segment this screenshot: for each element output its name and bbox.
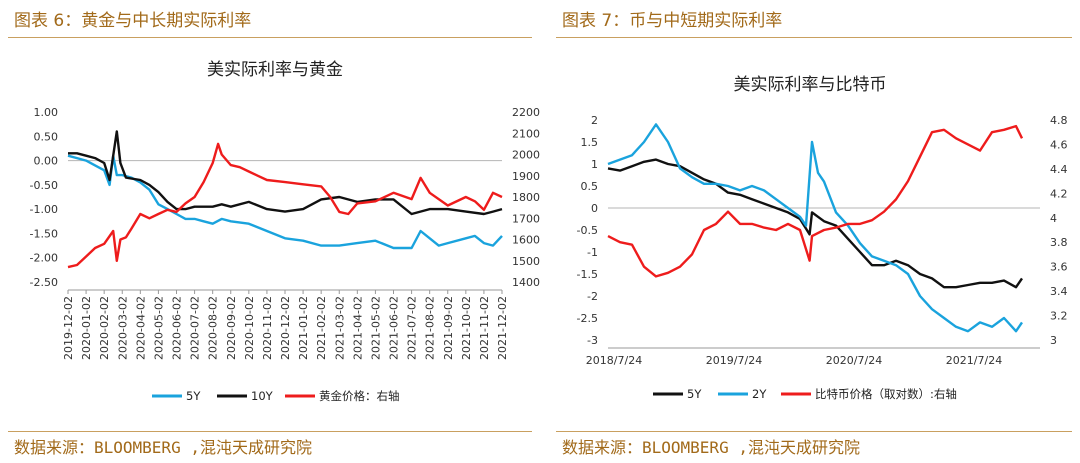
y-right-tick-label: 1400 — [512, 276, 540, 289]
x-tick-label: 2020-07-02 — [189, 296, 202, 360]
figure-6-panel: 图表 6：黄金与中长期实际利率 美实际利率与黄金 1.00 0.50 0.00 -0.5… — [8, 11, 540, 457]
x-tick-label: 2021-05-02 — [369, 296, 382, 360]
legend-label: 5Y — [186, 389, 201, 403]
x-tick-label: 2020-06-02 — [171, 296, 184, 360]
gold-real-rate-chart: 美实际利率与黄金 1.00 0.50 0.00 -0.50 -1.00 -1.50 -2.00… — [30, 60, 540, 403]
x-tick-label: 2020-12-02 — [279, 296, 292, 360]
y-right-tick-label: 1900 — [512, 170, 540, 183]
y-left-tick-label: -2.00 — [30, 252, 58, 265]
y-right-tick-label: 1800 — [512, 191, 540, 204]
chart-title: 美实际利率与黄金 — [207, 60, 343, 80]
figure-6-title: 图表 6：黄金与中长期实际利率 — [14, 11, 252, 31]
y-right-tick-label: 3.6 — [1050, 261, 1068, 274]
series-line-1 — [607, 123, 1023, 333]
y-left-tick-label: 0.5 — [581, 180, 599, 193]
y-right-tick-label: 3.8 — [1050, 236, 1068, 249]
y-right-tick-label: 3 — [1050, 334, 1057, 347]
y-right-tick-label: 4 — [1050, 212, 1057, 225]
figure-7-title: 图表 7：币与中短期实际利率 — [562, 11, 783, 31]
x-tick-label: 2020-10-02 — [243, 296, 256, 360]
y-right-tick-label: 3.4 — [1050, 285, 1068, 298]
x-tick-label: 2020-03-02 — [116, 296, 129, 360]
y-right-tick-label: 2100 — [512, 127, 540, 140]
y-left-tick-label: 1.00 — [34, 106, 59, 119]
x-tick-label: 2021-08-02 — [424, 296, 437, 360]
figure-7-panel: 图表 7：币与中短期实际利率 美实际利率与比特币 2 1.5 1 0.5 0 -0.5 -1 -… — [548, 0, 1080, 463]
y-left-tick-label: -0.50 — [30, 179, 58, 192]
x-tick-label: 2021/7/24 — [946, 354, 1002, 367]
y-right-tick-label: 2000 — [512, 149, 540, 162]
x-tick-label: 2020-11-02 — [261, 296, 274, 360]
x-tick-label: 2021-09-02 — [442, 296, 455, 360]
y-left-tick-label: 1.5 — [581, 136, 599, 149]
y-left-tick-label: -1.50 — [30, 227, 58, 240]
y-left-tick-label: -1.00 — [30, 203, 58, 216]
series-line-0 — [67, 154, 503, 250]
y-right-tick-label: 4.2 — [1050, 187, 1068, 200]
y-right-tick-label: 1500 — [512, 255, 540, 268]
x-tick-label: 2020-01-02 — [80, 296, 93, 360]
y-right-tick-label: 1600 — [512, 234, 540, 247]
series-line-2 — [607, 124, 1024, 278]
x-tick-label: 2020-09-02 — [225, 296, 238, 360]
x-tick-label: 2021-07-02 — [406, 296, 419, 360]
bitcoin-real-rate-chart: 美实际利率与比特币 2 1.5 1 0.5 0 -0.5 -1 -1.5 -2 -2.5 -3 4.8 4… — [577, 75, 1068, 401]
y-right-tick-label: 4.8 — [1050, 114, 1068, 127]
figure-7-top-rule — [556, 37, 1072, 38]
y-left-tick-label: 0 — [591, 202, 598, 215]
y-left-tick-label: -0.5 — [577, 224, 598, 237]
series-line-2 — [67, 142, 503, 269]
y-right-tick-label: 4.4 — [1050, 163, 1068, 176]
y-left-tick-label: 0.50 — [34, 130, 59, 143]
legend-label: 2Y — [752, 387, 767, 401]
series-line-0 — [607, 158, 1023, 289]
x-tick-label: 2021-04-02 — [351, 296, 364, 360]
x-tick-label: 2020-04-02 — [134, 296, 147, 360]
x-tick-label: 2020-08-02 — [207, 296, 220, 360]
y-left-tick-label: -1.5 — [577, 268, 598, 281]
legend-label: 10Y — [251, 389, 274, 403]
y-right-tick-label: 2200 — [512, 106, 540, 119]
y-left-tick-label: -1 — [587, 246, 598, 259]
x-tick-label: 2020-05-02 — [152, 296, 165, 360]
x-tick-label: 2021-12-02 — [496, 296, 509, 360]
y-left-tick-label: 0.00 — [34, 155, 59, 168]
x-tick-label: 2018/7/24 — [586, 354, 642, 367]
legend-label: 5Y — [687, 387, 702, 401]
y-left-tick-label: -2.50 — [30, 276, 58, 289]
series-line-1 — [68, 130, 503, 216]
y-right-tick-label: 3.2 — [1050, 310, 1068, 323]
x-tick-label: 2021-01-02 — [297, 296, 310, 360]
x-tick-label: 2021-10-02 — [460, 296, 473, 360]
y-left-tick-label: 1 — [591, 158, 598, 171]
y-left-tick-label: 2 — [591, 114, 598, 127]
x-tick-label: 2021-03-02 — [333, 296, 346, 360]
x-tick-label: 2021-06-02 — [388, 296, 401, 360]
figure-6-bottom-rule — [8, 431, 532, 432]
x-tick-label: 2019/7/24 — [706, 354, 762, 367]
y-left-tick-label: -2.5 — [577, 312, 598, 325]
y-left-tick-label: -3 — [587, 334, 598, 347]
chart-title: 美实际利率与比特币 — [734, 75, 887, 95]
y-right-tick-label: 4.6 — [1050, 138, 1068, 151]
y-right-tick-label: 1700 — [512, 212, 540, 225]
figure-6-top-rule — [8, 37, 532, 38]
x-tick-label: 2019-12-02 — [62, 296, 75, 360]
x-tick-label: 2020-02-02 — [98, 296, 111, 360]
legend-label: 黄金价格：右轴 — [319, 389, 400, 403]
figure-7-bottom-rule — [556, 431, 1072, 432]
figure-7-source: 数据来源：BLOOMBERG ,混沌天成研究院 — [562, 438, 860, 457]
figure-6-source: 数据来源：BLOOMBERG ,混沌天成研究院 — [14, 438, 312, 457]
y-left-tick-label: -2 — [587, 290, 598, 303]
legend-label: 比特币价格（取对数）:右轴 — [815, 387, 957, 401]
x-tick-label: 2020/7/24 — [826, 354, 882, 367]
x-tick-label: 2021-02-02 — [315, 296, 328, 360]
x-tick-label: 2021-11-02 — [478, 296, 491, 360]
